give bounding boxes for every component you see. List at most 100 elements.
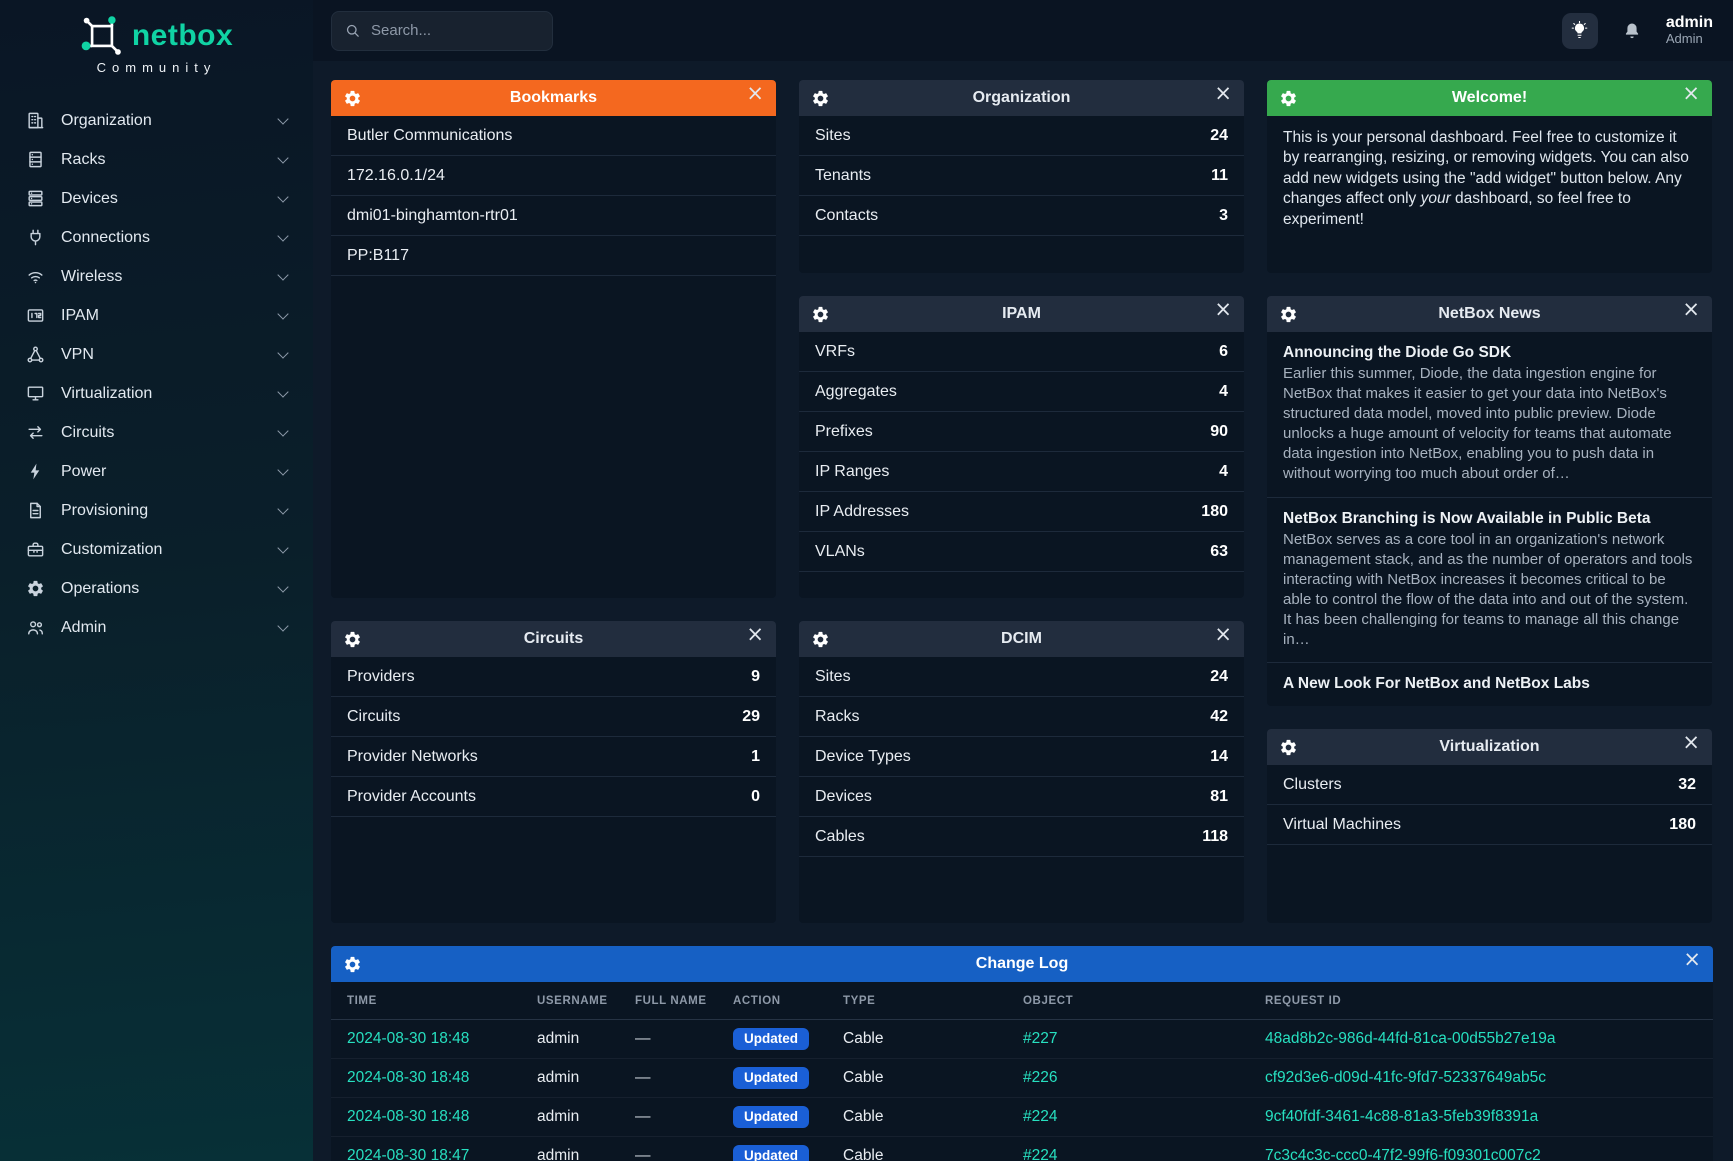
sidebar-item-label: Admin [61,618,107,636]
close-icon[interactable]: × [1214,622,1232,646]
changelog-request-id-link[interactable]: cf92d3e6-d09d-41fc-9fd7-52337649ab5c [1265,1069,1546,1086]
sidebar-item[interactable]: Provisioning [0,491,313,530]
stat-row[interactable]: Racks 42 [799,697,1244,737]
widget-config-icon[interactable] [811,304,831,324]
changelog-time-link[interactable]: 2024-08-30 18:47 [347,1147,470,1161]
widget-config-icon[interactable] [811,88,831,108]
notifications-button[interactable] [1614,13,1650,49]
stat-row[interactable]: Aggregates 4 [799,372,1244,412]
changelog-object-link[interactable]: #226 [1023,1069,1058,1086]
widget-config-icon[interactable] [1279,737,1299,757]
stat-row[interactable]: Provider Networks 1 [331,737,776,777]
bookmark-link[interactable]: 172.16.0.1/24 [331,156,776,196]
changelog-request-id-link[interactable]: 9cf40fdf-3461-4c88-81a3-5feb39f8391a [1265,1108,1539,1125]
changelog-type: Cable [843,1069,884,1086]
sidebar-item[interactable]: Racks [0,140,313,179]
stat-row[interactable]: Contacts 3 [799,196,1244,236]
changelog-request-id-link[interactable]: 7c3c4c3c-ccc0-47f2-99f6-f09301c007c2 [1265,1147,1541,1161]
widget-config-icon[interactable] [343,629,363,649]
search-input[interactable] [371,22,531,39]
sidebar-item[interactable]: Customization [0,530,313,569]
sidebar-item[interactable]: IPAM [0,296,313,335]
stat-value: 6 [1219,342,1228,360]
stat-row[interactable]: VLANs 63 [799,532,1244,572]
widget-config-icon[interactable] [1279,88,1299,108]
changelog-time-link[interactable]: 2024-08-30 18:48 [347,1030,470,1047]
sidebar-item[interactable]: Wireless [0,257,313,296]
table-row: 2024-08-30 18:48 admin — Updated Cable #… [331,1059,1713,1098]
stat-row[interactable]: Circuits 29 [331,697,776,737]
circuits-widget: Circuits × Providers 9 Circuits [331,621,776,923]
stat-row[interactable]: Cables 118 [799,817,1244,857]
sidebar-item[interactable]: Admin [0,608,313,647]
monitor-icon [26,384,45,403]
sidebar-item[interactable]: Organization [0,101,313,140]
widget-config-icon[interactable] [343,88,363,108]
welcome-text: This is your personal dashboard. Feel fr… [1283,129,1689,228]
bolt-icon [26,462,45,481]
change-log-table-header: TIME USERNAME FULL NAME ACTION TYPE OBJE… [331,982,1713,1020]
sidebar-item-label: IPAM [61,306,99,324]
welcome-widget-header: Welcome! × [1267,80,1712,116]
close-icon[interactable]: × [1682,297,1700,321]
stat-row[interactable]: Virtual Machines 180 [1267,805,1712,845]
stat-row[interactable]: Provider Accounts 0 [331,777,776,817]
sidebar-item[interactable]: VPN [0,335,313,374]
widget-config-icon[interactable] [343,954,363,974]
stat-row[interactable]: VRFs 6 [799,332,1244,372]
stat-row[interactable]: Prefixes 90 [799,412,1244,452]
news-article-title[interactable]: Announcing the Diode Go SDK [1283,344,1512,361]
document-icon [26,501,45,520]
stat-row[interactable]: Devices 81 [799,777,1244,817]
stat-row[interactable]: Clusters 32 [1267,765,1712,805]
sidebar-item[interactable]: Devices [0,179,313,218]
changelog-object-link[interactable]: #224 [1023,1108,1058,1125]
close-icon[interactable]: × [1682,81,1700,105]
stat-row[interactable]: Sites 24 [799,657,1244,697]
close-icon[interactable]: × [1214,81,1232,105]
bookmark-link[interactable]: PP:B117 [331,236,776,276]
news-article-title[interactable]: NetBox Branching is Now Available in Pub… [1283,509,1651,527]
stat-row[interactable]: Providers 9 [331,657,776,697]
virtualization-widget: Virtualization × Clusters 32 Virtual Mac… [1267,729,1712,923]
bookmark-link[interactable]: Butler Communications [331,116,776,156]
table-row: 2024-08-30 18:47 admin — Updated Cable #… [331,1137,1713,1161]
column-header: ACTION [733,994,781,1007]
brand-name: netbox [131,19,234,52]
widget-config-icon[interactable] [811,629,831,649]
sidebar-item[interactable]: Connections [0,218,313,257]
stat-row[interactable]: IP Addresses 180 [799,492,1244,532]
theme-toggle-button[interactable] [1561,12,1598,49]
sidebar-item[interactable]: Virtualization [0,374,313,413]
dashboard: Bookmarks × Butler Communications 172.16… [313,61,1733,1161]
close-icon[interactable]: × [1214,297,1232,321]
close-icon[interactable]: × [1683,947,1701,971]
gears-icon [26,579,45,598]
topbar: admin Admin [313,0,1733,61]
sidebar-item[interactable]: Operations [0,569,313,608]
stat-label: Provider Accounts [347,787,476,805]
sidebar-item[interactable]: Circuits [0,413,313,452]
changelog-request-id-link[interactable]: 48ad8b2c-986d-44fd-81ca-00d55b27e19a [1265,1030,1556,1047]
close-icon[interactable]: × [1682,730,1700,754]
changelog-object-link[interactable]: #224 [1023,1147,1058,1161]
changelog-time-link[interactable]: 2024-08-30 18:48 [347,1069,470,1086]
user-menu[interactable]: admin Admin [1666,14,1713,47]
stat-row[interactable]: Tenants 11 [799,156,1244,196]
stat-row[interactable]: IP Ranges 4 [799,452,1244,492]
dcim-widget-header: DCIM × [799,621,1244,657]
sidebar-item[interactable]: Power [0,452,313,491]
news-article-title[interactable]: A New Look For NetBox and NetBox Labs [1283,675,1590,693]
changelog-object-link[interactable]: #227 [1023,1030,1058,1047]
stat-row[interactable]: Sites 24 [799,116,1244,156]
brand[interactable]: netbox Community [0,14,313,75]
stat-row[interactable]: Device Types 14 [799,737,1244,777]
stat-value: 180 [1669,815,1696,833]
widget-config-icon[interactable] [1279,304,1299,324]
close-icon[interactable]: × [746,81,764,105]
user-role: Admin [1665,31,1703,47]
bookmark-link[interactable]: dmi01-binghamton-rtr01 [331,196,776,236]
close-icon[interactable]: × [746,622,764,646]
changelog-time-link[interactable]: 2024-08-30 18:48 [347,1108,470,1125]
stat-value: 14 [1210,747,1228,765]
